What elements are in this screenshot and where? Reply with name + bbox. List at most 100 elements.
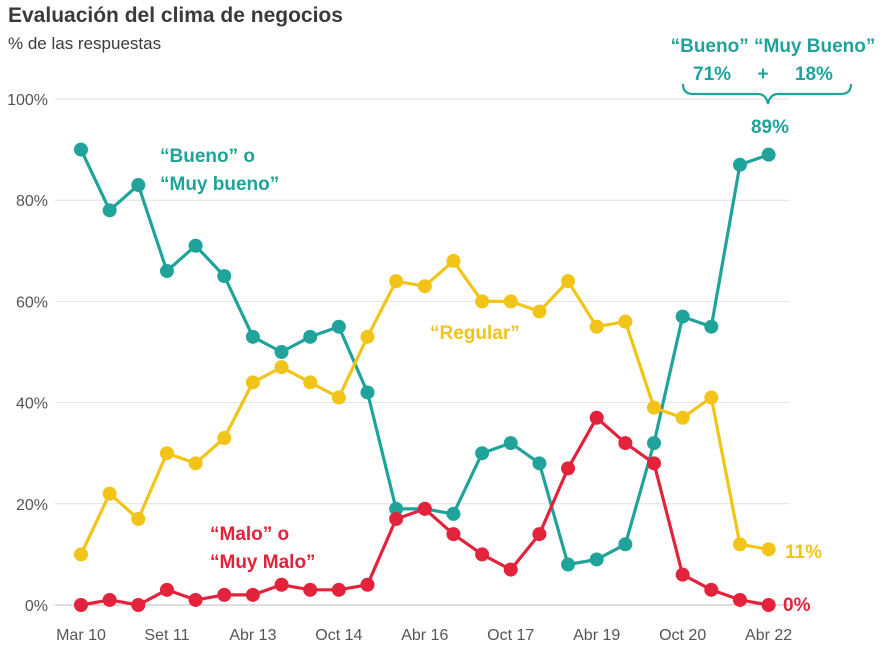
chart-subtitle: % de las respuestas (8, 34, 162, 53)
x-tick-label: Set 11 (144, 627, 189, 644)
x-tick-label: Oct 20 (659, 627, 706, 644)
y-axis: 0% 20% 40% 60% 80% 100% (7, 92, 48, 615)
series-points (74, 142, 776, 612)
data-point-malo (704, 582, 719, 597)
data-point-bueno (446, 506, 461, 521)
bueno-label-line1: “Bueno” o (160, 146, 255, 167)
data-point-bueno (732, 157, 747, 172)
end-label-regular: 11% (785, 542, 822, 563)
y-tick-label: 20% (16, 497, 48, 514)
split-values: 71% + 18% (693, 64, 833, 85)
data-point-bueno (389, 501, 404, 516)
data-point-malo (159, 582, 174, 597)
data-point-malo (761, 598, 776, 612)
x-tick-label: Mar 10 (56, 627, 106, 644)
data-point-bueno (360, 385, 375, 400)
data-point-regular (589, 319, 604, 334)
data-point-regular (446, 253, 461, 268)
data-point-regular (274, 360, 289, 375)
data-point-malo (303, 582, 318, 597)
x-tick-label: Oct 14 (315, 627, 362, 644)
data-point-malo (74, 598, 88, 612)
split-brace (681, 83, 853, 105)
y-tick-label: 80% (16, 193, 48, 210)
data-point-regular (561, 274, 576, 289)
data-point-malo (675, 567, 690, 582)
series-lines (79, 148, 770, 607)
data-point-malo (331, 582, 346, 597)
data-point-regular (647, 400, 661, 415)
data-point-regular (360, 329, 375, 344)
data-point-bueno (74, 142, 88, 157)
x-tick-label: Abr 13 (229, 627, 276, 644)
end-label-malo: 0% (783, 595, 811, 616)
data-point-bueno (647, 436, 661, 451)
regular-label: “Regular” (430, 323, 520, 344)
data-point-bueno (274, 345, 289, 359)
data-point-malo (647, 456, 661, 471)
bueno-label-line2: “Muy bueno” (160, 174, 279, 195)
data-point-regular (389, 274, 404, 289)
data-point-regular (475, 294, 490, 309)
data-point-regular (159, 446, 174, 461)
data-point-regular (417, 279, 432, 294)
data-point-regular (675, 410, 690, 425)
malo-label-line2: “Muy Malo” (210, 552, 316, 573)
data-point-malo (589, 410, 604, 425)
chart-title: Evaluación del clima de negocios (8, 4, 343, 27)
data-point-malo (217, 587, 232, 602)
data-point-regular (704, 390, 719, 405)
data-point-regular (217, 431, 232, 446)
data-point-bueno (618, 537, 633, 552)
end-label-bueno: 89% (751, 117, 789, 138)
y-tick-label: 60% (16, 294, 48, 311)
x-tick-label: Abr 22 (745, 627, 792, 644)
x-axis: Mar 10 Set 11 Abr 13 Oct 14 Abr 16 Oct 17 Abr … (56, 627, 792, 644)
x-tick-label: Oct 17 (487, 627, 534, 644)
data-point-regular (618, 314, 633, 329)
data-point-regular (102, 486, 117, 501)
data-point-bueno (532, 456, 547, 471)
data-point-regular (331, 390, 346, 405)
data-point-malo (360, 577, 375, 592)
data-point-malo (732, 592, 747, 607)
data-point-bueno (589, 552, 604, 567)
data-point-malo (561, 461, 576, 476)
x-tick-label: Abr 16 (401, 627, 448, 644)
data-point-bueno (217, 269, 232, 284)
data-point-bueno (503, 436, 518, 451)
data-point-malo (274, 577, 289, 592)
data-point-bueno (675, 309, 690, 324)
data-point-bueno (159, 264, 174, 279)
data-point-bueno (331, 319, 346, 334)
data-point-bueno (188, 238, 203, 253)
data-point-bueno (245, 329, 260, 344)
data-point-bueno (475, 446, 490, 461)
data-point-bueno (131, 178, 146, 193)
data-point-malo (618, 436, 633, 451)
data-point-bueno (561, 557, 576, 572)
data-point-malo (532, 527, 547, 542)
data-point-bueno (761, 147, 776, 162)
data-point-regular (732, 537, 747, 552)
y-tick-label: 100% (7, 92, 48, 109)
data-point-malo (503, 562, 518, 577)
data-point-regular (188, 456, 203, 471)
data-point-malo (102, 592, 117, 607)
split-header: “Bueno” “Muy Bueno” (671, 36, 876, 57)
data-point-regular (245, 375, 260, 390)
data-point-malo (446, 527, 461, 542)
x-tick-label: Abr 19 (573, 627, 620, 644)
malo-label-line1: “Malo” o (210, 524, 289, 545)
data-point-regular (74, 547, 88, 562)
data-point-regular (532, 304, 547, 319)
data-point-regular (761, 542, 776, 557)
gridlines (55, 98, 790, 606)
data-point-regular (303, 375, 318, 390)
data-point-malo (131, 598, 146, 612)
data-point-malo (245, 587, 260, 602)
y-tick-label: 0% (25, 598, 48, 615)
data-point-malo (475, 547, 490, 562)
data-point-regular (503, 294, 518, 309)
